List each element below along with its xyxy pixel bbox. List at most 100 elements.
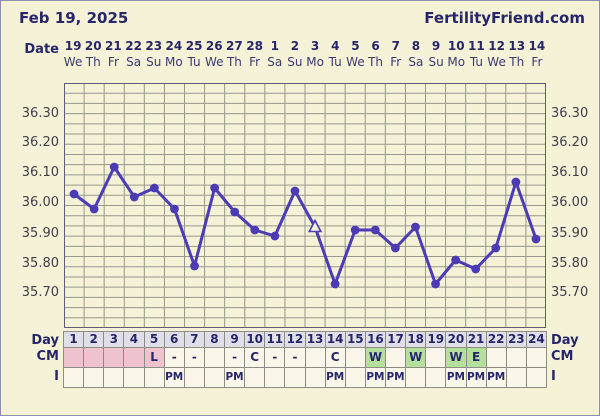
intercourse-cell [265,368,285,387]
weekday-cell: Sa [126,55,142,69]
temp-point [69,189,79,199]
cm-cell [526,348,546,367]
temp-point [350,225,360,235]
cycle-day-cell: 22 [486,332,506,347]
date-number-cell: 8 [411,39,421,53]
date-number-cell: 26 [205,39,223,53]
chart-date-title: Feb 19, 2025 [19,9,129,27]
date-number-cell: 24 [165,39,183,53]
cycle-day-cell: 2 [84,332,104,347]
date-number-cell: 19 [64,39,82,53]
weekday-cell: Fr [390,55,402,69]
date-number-cell: 28 [246,39,263,53]
intercourse-cell [124,368,144,387]
y-tick-label-left: 36.30 [21,106,59,121]
cm-cell [506,348,526,367]
weekday-cell: Tu [469,55,483,69]
date-number-cell: 1 [270,39,279,53]
temp-point [270,231,280,241]
cycle-day-cell: 12 [285,332,305,347]
cycle-day-cell: 11 [265,332,285,347]
cycle-day-cell: 16 [365,332,385,347]
cm-cell: E [466,348,486,367]
day-row-label-left: Day [31,333,59,348]
intercourse-cell: PM [486,368,506,387]
intercourse-cell: PM [365,368,385,387]
y-tick-label-right: 35.90 [551,226,589,241]
cm-cell [124,348,144,367]
intercourse-cell [285,368,305,387]
date-number-cell: 23 [145,39,163,53]
intercourse-cell [64,368,84,387]
weekday-cell: Fr [531,55,543,69]
date-number-cell: 14 [528,39,546,53]
cm-cell: C [325,348,345,367]
temp-point [411,222,420,232]
cm-cell [64,348,84,367]
temp-point [451,255,461,265]
y-tick-label-left: 35.90 [21,226,59,241]
temp-point [109,162,119,172]
cycle-day-cell: 4 [124,332,144,347]
weekday-cell: We [63,55,83,69]
intercourse-cell: PM [386,368,406,387]
cm-cell [426,348,446,367]
weekday-cell: Th [226,55,242,69]
cycle-day-cell: 3 [104,332,124,347]
cm-cell: W [406,348,426,367]
cycle-day-cell: 18 [406,332,426,347]
cm-cell: - [285,348,305,367]
cycle-day-cell: 23 [506,332,526,347]
temp-point [511,177,521,187]
weekday-cell: Su [146,55,162,69]
y-tick-label-right: 36.10 [551,165,589,180]
date-number-cell: 3 [310,39,320,53]
intercourse-cell: PM [325,368,345,387]
bbt-line-chart [64,83,546,328]
cm-cell [84,348,104,367]
cm-cell [386,348,406,367]
date-number-cell: 27 [226,39,243,53]
temp-point [149,183,159,193]
weekday-cell: Th [85,55,101,69]
date-number-cell: 6 [371,39,380,53]
date-number-cell: 7 [391,39,400,53]
weekday-cell: Th [509,55,525,69]
date-number-cell: 20 [84,39,102,53]
date-number-cell: 2 [290,39,300,53]
weekday-cell: Mo [165,55,183,69]
cm-cell: C [245,348,265,367]
temp-point [471,264,481,274]
intercourse-cell [526,368,546,387]
temp-point [230,207,240,217]
cm-cell: W [365,348,385,367]
date-number-cell: 11 [468,39,485,53]
cm-cell: - [184,348,204,367]
cm-cell: - [225,348,245,367]
weekday-cell: Tu [187,55,201,69]
weekday-cell: Fr [249,55,261,69]
intercourse-cell [426,368,446,387]
cycle-day-cell: 5 [144,332,164,347]
weekday-cell: Mo [306,55,324,69]
y-tick-label-left: 35.80 [21,256,59,271]
cycle-day-cell: 14 [325,332,345,347]
intercourse-cell: PM [466,368,486,387]
i-row-label-right: I [551,369,556,384]
intercourse-cell [184,368,204,387]
cycle-day-cell: 7 [184,332,204,347]
y-tick-label-right: 35.80 [551,256,589,271]
intercourse-cell [345,368,365,387]
intercourse-cell [506,368,526,387]
cm-cell: - [265,348,285,367]
temp-point [170,204,179,214]
cycle-day-cell: 17 [386,332,406,347]
weekday-cell: Su [287,55,303,69]
i-row-label-left: I [54,369,59,384]
temp-point [250,225,260,235]
weekday-cell: Mo [447,55,466,69]
weekday-cell: Su [428,55,444,69]
y-tick-label-left: 36.20 [21,135,59,150]
cm-cell [345,348,365,367]
weekday-cell: Fr [107,55,119,69]
